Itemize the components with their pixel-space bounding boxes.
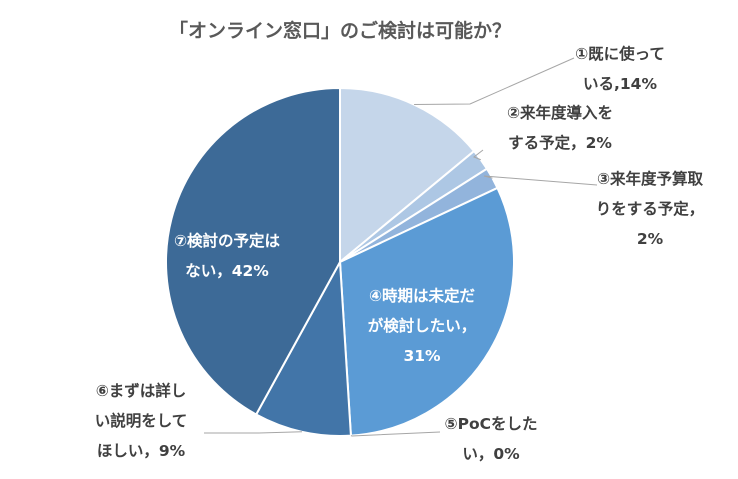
data-label-3-line: 2% xyxy=(637,230,664,248)
data-label-4-line: が検討したい， xyxy=(368,316,477,335)
data-label-1-line: いる,14% xyxy=(583,75,657,93)
data-label-7: ⑦検討の予定はない，42% xyxy=(174,231,281,280)
data-label-3-line: ③来年度予算取 xyxy=(597,169,704,188)
data-label-2: ②来年度導入をする予定，2% xyxy=(507,103,613,152)
data-label-6-line: い説明をして xyxy=(95,411,188,430)
leader-line-5 xyxy=(350,431,441,437)
leader-line-6 xyxy=(204,431,303,434)
leader-line-3 xyxy=(483,175,598,186)
data-label-6: ⑥まずは詳しい説明をしてほしい，9% xyxy=(95,381,188,460)
pie-slice-4 xyxy=(338,186,515,437)
data-label-4-line: 31% xyxy=(403,347,441,365)
data-label-4: ④時期は未定だが検討したい， 31% xyxy=(368,286,477,365)
data-label-5-line: ⑤PoCをした xyxy=(444,415,537,433)
leader-line-1 xyxy=(414,57,575,106)
data-label-3-line: りをする予定， xyxy=(596,199,705,218)
data-label-1-line: ①既に使って xyxy=(575,44,665,63)
data-label-5-line: い，0% xyxy=(462,445,520,463)
pie-slice-1 xyxy=(339,86,476,265)
data-label-4-line: ④時期は未定だ xyxy=(369,286,476,305)
pie-slice-6 xyxy=(254,258,352,437)
data-label-7-line: ⑦検討の予定は xyxy=(174,231,281,250)
data-label-1: ①既に使っている,14% xyxy=(575,44,665,93)
data-label-2-line: する予定，2% xyxy=(508,133,612,152)
data-label-6-line: ほしい，9% xyxy=(97,442,186,460)
data-label-2-line: ②来年度導入を xyxy=(507,103,613,122)
chart-title: 「オンライン窓口」のご検討は可能か？ xyxy=(169,19,511,42)
data-label-7-line: ない，42% xyxy=(185,262,269,280)
data-label-6-line: ⑥まずは詳し xyxy=(96,381,187,400)
data-label-3: ③来年度予算取りをする予定， 2% xyxy=(596,169,705,248)
pie-slice-7 xyxy=(165,86,341,416)
leader-line-2 xyxy=(473,149,484,161)
data-label-5: ⑤PoCをしたい，0% xyxy=(444,415,537,463)
